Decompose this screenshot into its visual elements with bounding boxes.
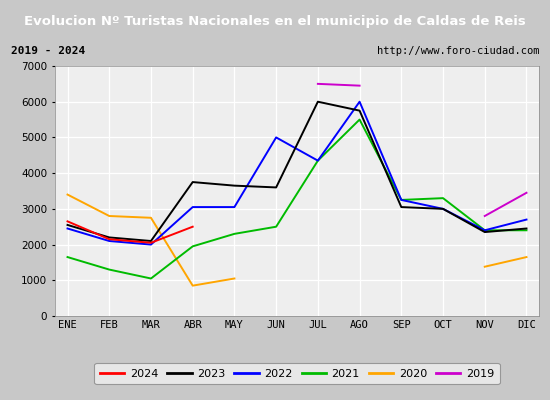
Text: 2019 - 2024: 2019 - 2024: [11, 46, 85, 56]
Text: Evolucion Nº Turistas Nacionales en el municipio de Caldas de Reis: Evolucion Nº Turistas Nacionales en el m…: [24, 14, 526, 28]
Legend: 2024, 2023, 2022, 2021, 2020, 2019: 2024, 2023, 2022, 2021, 2020, 2019: [95, 363, 499, 384]
Text: http://www.foro-ciudad.com: http://www.foro-ciudad.com: [377, 46, 539, 56]
